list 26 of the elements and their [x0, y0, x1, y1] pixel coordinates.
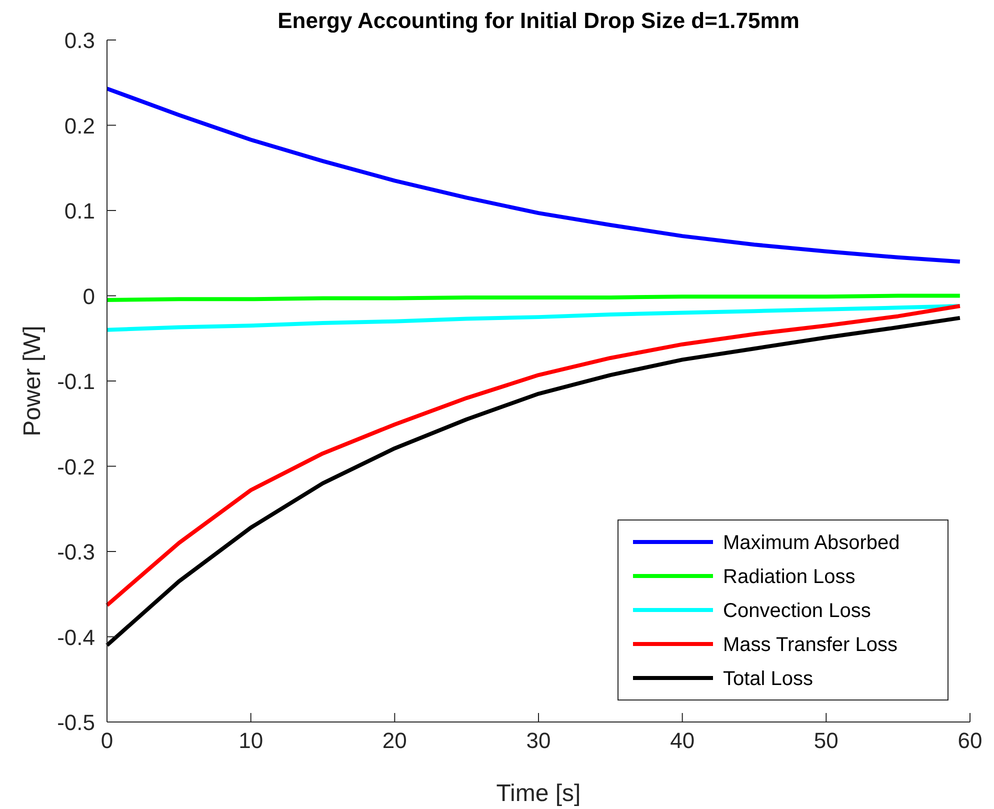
- x-tick-label: 40: [670, 728, 695, 753]
- y-axis-title: Power [W]: [19, 326, 46, 436]
- y-tick-label: -0.4: [57, 624, 95, 650]
- y-tick-label: 0.3: [64, 28, 95, 53]
- y-tick-label: 0: [82, 284, 95, 309]
- y-tick-label: -0.1: [57, 369, 95, 394]
- legend-label: Mass Transfer Loss: [723, 634, 898, 656]
- x-tick-label: 20: [382, 728, 407, 753]
- y-tick-label: 0.1: [64, 198, 95, 224]
- line-series: [105, 86, 962, 264]
- x-tick-label: 10: [238, 728, 264, 753]
- y-tick-label: 0.2: [64, 113, 95, 138]
- x-axis-title: Time [s]: [496, 780, 581, 807]
- x-tick-label: 50: [814, 728, 838, 753]
- legend-label: Radiation Loss: [723, 566, 856, 588]
- x-tick-label: 0: [100, 728, 114, 753]
- x-tick-label: 60: [958, 728, 982, 753]
- legend-label: Convection Loss: [723, 600, 871, 622]
- x-tick-label: 30: [526, 728, 551, 753]
- y-tick-label: -0.2: [57, 454, 95, 480]
- chart-title: Energy Accounting for Initial Drop Size d=1.75mm: [278, 8, 800, 33]
- y-tick-label: -0.3: [57, 540, 95, 564]
- legend-label: Maximum Absorbed: [723, 532, 900, 554]
- y-tick-label: -0.5: [57, 710, 95, 735]
- legend-label: Total Loss: [723, 668, 814, 690]
- line-series: [105, 304, 962, 332]
